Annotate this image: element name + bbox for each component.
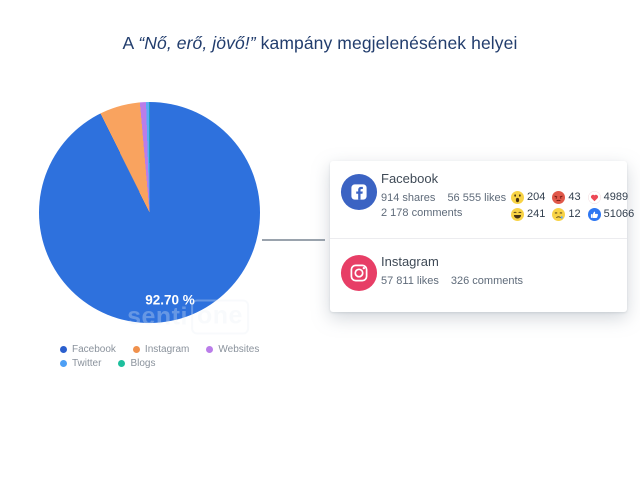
instagram-card-title: Instagram: [381, 254, 439, 269]
page-title: A “Nő, erő, jövő!” kampány megjelenéséne…: [0, 33, 640, 54]
sad-reaction: 12: [552, 207, 581, 221]
facebook-likes: 56 555 likes: [447, 192, 507, 204]
wow-reaction: 204: [511, 190, 546, 204]
instagram-likes: 57 811 likes: [381, 275, 439, 287]
facebook-shares: 914 shares: [381, 192, 436, 204]
wow-count: 204: [527, 191, 546, 203]
twitter-legend-label: Twitter: [72, 357, 102, 369]
facebook-reactions: 204 43: [511, 190, 634, 221]
reactions-row-1: 204 43: [511, 190, 634, 204]
instagram-legend-dot: [132, 345, 140, 353]
websites-legend-label: Websites: [218, 343, 260, 355]
instagram-legend-label: Instagram: [144, 343, 190, 355]
pie-chart: 92.70 % senti one: [39, 102, 260, 335]
legend-item-twitter[interactable]: Twitter: [60, 358, 101, 369]
instagram-comments: 326 comments: [450, 275, 524, 287]
chart-legend: Facebook Instagram Websites Twitter Blog…: [60, 343, 259, 369]
twitter-legend-dot: [60, 359, 67, 367]
instagram-likes-comments: 57 811 likes 326 comments: [381, 274, 523, 289]
like-reaction-icon: [587, 207, 601, 221]
angry-reaction-icon: [552, 190, 566, 204]
pie-graphic[interactable]: [39, 102, 260, 323]
legend-item-blogs[interactable]: Blogs: [118, 358, 155, 369]
facebook-shares-likes: 914 shares 56 555 likes: [381, 191, 506, 206]
card-divider: [330, 238, 627, 239]
instagram-icon: [340, 254, 378, 292]
love-reaction-icon: [587, 190, 601, 204]
stats-callout-card: Facebook 914 shares 56 555 likes 2 178 co…: [330, 161, 634, 312]
haha-count: 241: [527, 208, 546, 220]
wow-reaction-icon: [511, 190, 524, 204]
facebook-card-title: Facebook: [381, 171, 439, 186]
like-count: 51066: [603, 208, 635, 220]
legend-item-websites[interactable]: Websites: [206, 344, 259, 355]
facebook-legend-label: Facebook: [72, 343, 116, 355]
reactions-row-2: 241 12: [511, 207, 634, 221]
facebook-slice-percentage-label: 92.70 %: [145, 292, 195, 308]
legend-row-1: Facebook Instagram Websites: [60, 343, 259, 355]
legend-row-2: Twitter Blogs: [60, 357, 259, 369]
title-prefix: A: [122, 33, 139, 53]
angry-count: 43: [568, 191, 581, 203]
haha-reaction: 241: [511, 207, 546, 221]
facebook-stats-text: Facebook 914 shares 56 555 likes 2 178 co…: [381, 171, 506, 221]
legend-item-facebook[interactable]: Facebook: [60, 344, 116, 355]
love-count: 4989: [603, 191, 629, 203]
blogs-legend-dot: [118, 359, 126, 367]
facebook-icon: [340, 173, 378, 211]
angry-reaction: 43: [552, 190, 581, 204]
sad-count: 12: [568, 208, 581, 220]
love-reaction: 4989: [587, 190, 629, 204]
instagram-stats-text: Instagram 57 811 likes 326 comments: [381, 254, 523, 289]
legend-item-instagram[interactable]: Instagram: [132, 343, 190, 355]
title-suffix: kampány megjelenésének helyei: [255, 33, 518, 53]
haha-reaction-icon: [511, 207, 524, 221]
like-reaction: 51066: [587, 207, 635, 221]
title-quoted-phrase: “Nő, erő, jövő!”: [138, 33, 256, 53]
facebook-comments: 2 178 comments: [381, 207, 463, 219]
callout-connector-line: [262, 239, 325, 241]
sad-reaction-icon: [552, 207, 566, 221]
instagram-stats-row[interactable]: Instagram 57 811 likes 326 comments: [330, 239, 627, 312]
blogs-legend-label: Blogs: [130, 357, 156, 369]
facebook-stats-row[interactable]: Facebook 914 shares 56 555 likes 2 178 co…: [330, 161, 634, 238]
facebook-legend-dot: [60, 345, 67, 353]
websites-legend-dot: [206, 345, 214, 353]
